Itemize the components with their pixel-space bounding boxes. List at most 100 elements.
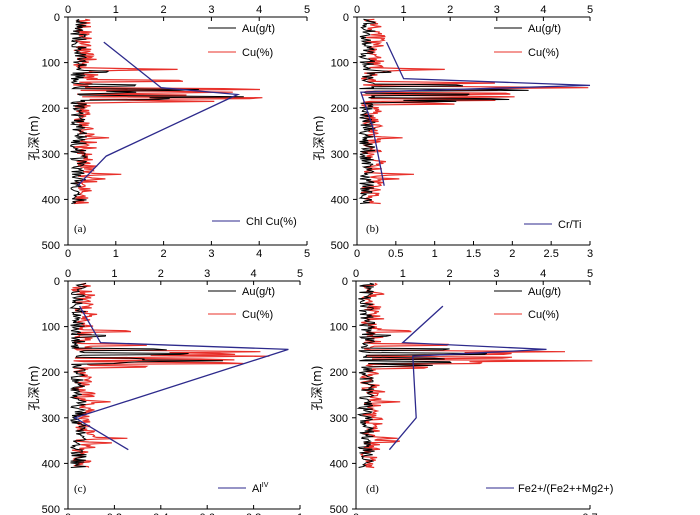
panel-a-ylabel: 孔深(m) <box>27 115 41 160</box>
top-tick-label: 3 <box>204 268 210 280</box>
top-tick-label: 1 <box>113 4 119 16</box>
top-tick-label: 2 <box>158 268 164 280</box>
legend-ind-label: Cr/Ti <box>558 219 581 231</box>
top-tick-label: 1 <box>401 4 407 16</box>
panel-a: 0 1 2 3 4 5 0 1 2 3 4 5 0 100 200 300 400 500 孔深(m) (a) A… <box>27 4 310 260</box>
top-tick-label: 4 <box>540 4 546 16</box>
top-tick-label: 2 <box>161 4 167 16</box>
panel-a-legend: Au(g/t) Cu(%) Chl Cu(%) <box>208 23 297 228</box>
legend-au-label: Au(g/t) <box>242 23 275 35</box>
bottom-tick-label: 1 <box>297 512 303 515</box>
bottom-tick-label: 0 <box>65 248 71 260</box>
legend-ind-superscript: IV <box>262 482 269 489</box>
legend-ind-label: Fe2+/(Fe2++Mg2+) <box>518 483 613 495</box>
panel-a-label: (a) <box>74 223 87 235</box>
y-tick-label: 100 <box>331 58 349 70</box>
top-tick-label: 3 <box>493 268 499 280</box>
panel-b-legend: Au(g/t) Cu(%) Cr/Ti <box>494 23 581 231</box>
top-tick-label: 5 <box>587 4 593 16</box>
top-tick-label: 1 <box>111 268 117 280</box>
y-tick-label: 300 <box>330 413 348 425</box>
y-tick-label: 100 <box>330 322 348 334</box>
cu-series-line <box>72 18 263 205</box>
y-tick-label: 300 <box>42 413 60 425</box>
cu-series-line <box>359 282 593 469</box>
y-tick-label: 0 <box>54 276 60 288</box>
indicator-series-line <box>388 305 547 451</box>
top-tick-label: 0 <box>65 4 71 16</box>
y-tick-label: 400 <box>42 194 60 206</box>
legend-cu-label: Cu(%) <box>242 47 273 59</box>
top-tick-label: 5 <box>297 268 303 280</box>
bottom-tick-label: 2 <box>509 248 515 260</box>
indicator-series-line <box>360 41 591 186</box>
panel-d-ylabel: 孔深(m) <box>310 365 324 410</box>
bottom-tick-label: 5 <box>304 248 310 260</box>
panel-c-label: (c) <box>74 483 87 495</box>
top-tick-label: 3 <box>494 4 500 16</box>
y-tick-label: 500 <box>331 240 349 252</box>
bottom-tick-label: 1 <box>432 248 438 260</box>
y-tick-label: 0 <box>54 12 60 24</box>
y-tick-label: 400 <box>331 194 349 206</box>
top-tick-label: 1 <box>400 268 406 280</box>
panel-b: 0 1 2 3 4 5 0 0.5 1 1.5 2 2.5 3 0 100 200 300 400 500 孔深(m… <box>312 4 593 260</box>
y-tick-label: 200 <box>330 367 348 379</box>
bottom-tick-label: 0.4 <box>153 512 168 515</box>
panel-a-series <box>69 18 263 205</box>
y-tick-label: 300 <box>331 149 349 161</box>
top-tick-label: 4 <box>251 268 257 280</box>
panel-d-axes: 0 1 2 3 4 5 0 0.7 0 100 200 300 400 500 <box>330 268 598 515</box>
y-tick-label: 200 <box>42 103 60 115</box>
panel-b-axes: 0 1 2 3 4 5 0 0.5 1 1.5 2 2.5 3 0 100 200 300 400 500 <box>331 4 593 260</box>
panel-c-legend: Au(g/t) Cu(%) AlIV <box>208 286 275 495</box>
cu-series-line <box>70 282 270 468</box>
legend-au-label: Au(g/t) <box>242 286 275 298</box>
panel-d-series <box>356 282 593 469</box>
au-series-line <box>356 282 487 468</box>
y-tick-label: 300 <box>42 149 60 161</box>
legend-ind-label: Chl Cu(%) <box>246 216 297 228</box>
panel-c-ylabel: 孔深(m) <box>27 365 41 410</box>
bottom-tick-label: 0.8 <box>246 512 261 515</box>
legend-au-label: Au(g/t) <box>528 286 561 298</box>
panel-d-legend: Au(g/t) Cu(%) Fe2+/(Fe2++Mg2+) <box>486 286 613 495</box>
bottom-tick-label: 0.2 <box>107 512 122 515</box>
bottom-tick-label: 0 <box>354 248 360 260</box>
top-tick-label: 5 <box>304 4 310 16</box>
panel-c-series <box>69 282 289 468</box>
top-tick-label: 0 <box>354 4 360 16</box>
bottom-tick-label: 0.5 <box>388 248 403 260</box>
y-tick-label: 200 <box>331 103 349 115</box>
top-tick-label: 4 <box>256 4 262 16</box>
y-tick-label: 0 <box>343 12 349 24</box>
panel-c-axes: 0 1 2 3 4 5 0 0.2 0.4 0.6 0.8 1 0 100 200 300 400 500 <box>42 268 303 515</box>
bottom-tick-label: 1 <box>113 248 119 260</box>
legend-cu-label: Cu(%) <box>528 309 559 321</box>
au-series-line <box>69 18 244 204</box>
bottom-tick-label: 4 <box>256 248 262 260</box>
y-tick-label: 500 <box>330 504 348 515</box>
panel-b-label: (b) <box>366 223 379 235</box>
panel-a-axes: 0 1 2 3 4 5 0 1 2 3 4 5 0 100 200 300 400 500 <box>42 4 310 260</box>
legend-au-label: Au(g/t) <box>528 23 561 35</box>
top-tick-label: 2 <box>447 4 453 16</box>
legend-cu-label: Cu(%) <box>528 47 559 59</box>
y-tick-label: 500 <box>42 240 60 252</box>
bottom-tick-label: 0 <box>65 512 71 515</box>
top-tick-label: 4 <box>540 268 546 280</box>
indicator-series-line <box>77 41 241 187</box>
panel-d: 0 1 2 3 4 5 0 0.7 0 100 200 300 400 500 孔深(m) (d) Au(… <box>310 268 613 515</box>
top-tick-label: 2 <box>447 268 453 280</box>
legend-ind-label: AlIV <box>252 482 269 495</box>
y-tick-label: 100 <box>42 58 60 70</box>
legend-ind-base: Al <box>252 483 262 495</box>
bottom-tick-label: 3 <box>587 248 593 260</box>
bottom-tick-label: 2 <box>161 248 167 260</box>
cu-series-line <box>361 18 589 205</box>
panel-b-series <box>357 18 591 205</box>
panel-c: 0 1 2 3 4 5 0 0.2 0.4 0.6 0.8 1 0 100 200 300 400 500 孔深(… <box>27 268 303 515</box>
bottom-tick-label: 0 <box>353 512 359 515</box>
y-tick-label: 100 <box>42 322 60 334</box>
